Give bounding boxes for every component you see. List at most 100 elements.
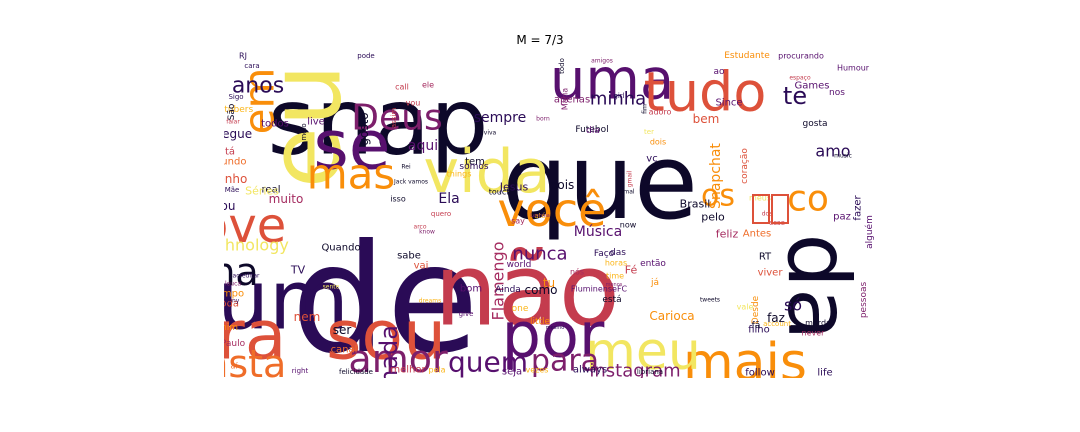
word-real: real — [262, 185, 281, 196]
word-arco: arco — [414, 224, 427, 231]
word-now: now — [620, 221, 637, 230]
word-melhor: melhor — [390, 365, 426, 376]
word-horas: horas — [605, 259, 627, 268]
word-ela: Ela — [438, 191, 459, 207]
word-ainda: Ainda — [495, 285, 521, 295]
word-since: Since — [715, 98, 742, 109]
word-mais: mais — [683, 333, 807, 393]
wordcloud-title: M = 7/3 — [516, 33, 564, 47]
word-futebol: Futebol — [575, 125, 608, 135]
word-sente: sente — [323, 284, 340, 291]
word-give: give — [459, 310, 474, 318]
word-canal: canal — [331, 345, 358, 356]
word-em: em — [235, 68, 284, 135]
word-cara: cara — [244, 62, 259, 70]
word-menos: menos — [606, 282, 623, 288]
word-por: por — [502, 299, 605, 372]
word-assim: assim — [390, 108, 398, 129]
word-maria: Maria — [561, 88, 570, 110]
word-das: das — [610, 248, 626, 258]
word-fé: Fé — [625, 264, 638, 277]
word-vou: vou — [406, 99, 421, 108]
word-então: então — [640, 259, 666, 269]
word-co: co — [787, 179, 829, 220]
word-minha: minha — [590, 89, 646, 110]
word-mãe: Mãe — [225, 186, 240, 194]
word-séries: Séries — [245, 185, 279, 198]
word-dois: dois — [650, 138, 666, 147]
word-vale: vale — [737, 303, 754, 312]
word-anos: anos — [232, 74, 284, 99]
word-harmony: harmony — [213, 298, 240, 305]
word-pode: pode — [357, 52, 374, 60]
word-paulo: Paulo — [221, 339, 246, 349]
word-está: está — [602, 295, 621, 305]
word-meu: meu — [585, 322, 701, 382]
word-muito: muito — [269, 192, 304, 206]
word-pela: pela — [428, 366, 445, 375]
word-sempre: sempre — [474, 110, 527, 126]
word-follow: follow — [745, 368, 775, 379]
word-leonina: Leonina — [530, 213, 550, 219]
word-você: você — [498, 183, 607, 237]
word-instagram: instagram — [589, 361, 680, 382]
word-one: one — [512, 304, 529, 314]
word-bom: bom — [460, 284, 482, 295]
word-sabe: sabe — [397, 251, 421, 262]
word-tá: tá — [225, 146, 235, 158]
word-ou: ou — [221, 199, 236, 213]
word-fazer: fazer — [853, 195, 864, 221]
word-mal: mal — [623, 189, 635, 196]
word-meus: meus — [749, 194, 771, 203]
word-viver: viver — [758, 268, 784, 279]
word-te: te — [783, 82, 807, 110]
word-música: Música — [574, 224, 622, 240]
word-gmail: gmail — [627, 170, 634, 187]
word-são: São — [227, 103, 237, 120]
word-bem: bem — [693, 112, 720, 126]
word-nada: nada — [375, 325, 403, 385]
word-na: na — [211, 250, 258, 294]
word-world: world — [507, 260, 532, 270]
word-vai: vai — [414, 261, 429, 272]
word-se: se — [313, 107, 390, 186]
word-deus: Deus — [351, 98, 442, 139]
word-dia: dia — [586, 126, 600, 136]
word-para: para — [531, 344, 599, 379]
word-nós: nós — [570, 267, 584, 277]
word-tweets: tweets — [700, 297, 720, 304]
word-say: say — [511, 217, 525, 226]
word-aqui: aqui — [408, 138, 438, 154]
word-somos: somos — [459, 162, 488, 172]
word-viva: viva — [484, 130, 497, 137]
word-rt: RT — [759, 252, 772, 263]
word-carioca: Carioca — [649, 309, 694, 323]
word-mim: mim — [218, 323, 238, 333]
word-merda: merda — [805, 319, 831, 328]
word-sigo: Sigo — [228, 93, 243, 101]
word-everyone: everyone — [892, 128, 901, 166]
word-desde: Desde — [751, 295, 761, 324]
word-mas: mas — [307, 150, 396, 199]
word-de: de — [291, 213, 479, 387]
word-humour: Humour — [837, 64, 870, 73]
word-não: não — [434, 232, 620, 349]
word-apenas: apenas — [554, 95, 590, 106]
word-meio: meio — [300, 123, 308, 140]
word-snapchat: Snapchat — [708, 143, 724, 209]
word-até: até — [534, 212, 545, 220]
word-todo: todo — [558, 58, 566, 74]
word-jack-vamos: Jack vamos — [393, 179, 428, 186]
word-account: account — [763, 320, 791, 328]
word-filho: filho — [748, 325, 770, 336]
word-tenho: tenho — [213, 172, 248, 186]
word-youtubers: Youtubers — [208, 105, 254, 115]
word-nunca: nunca — [512, 244, 567, 265]
word-mundo: mundo — [212, 157, 247, 168]
word-libriana: libriana — [637, 368, 663, 376]
word-já: já — [650, 278, 659, 288]
word-fluminensefc: FluminenseFC — [571, 285, 628, 294]
word-games: Games — [795, 81, 830, 92]
word-isso: isso — [390, 195, 406, 204]
word-ele: ele — [422, 81, 434, 90]
